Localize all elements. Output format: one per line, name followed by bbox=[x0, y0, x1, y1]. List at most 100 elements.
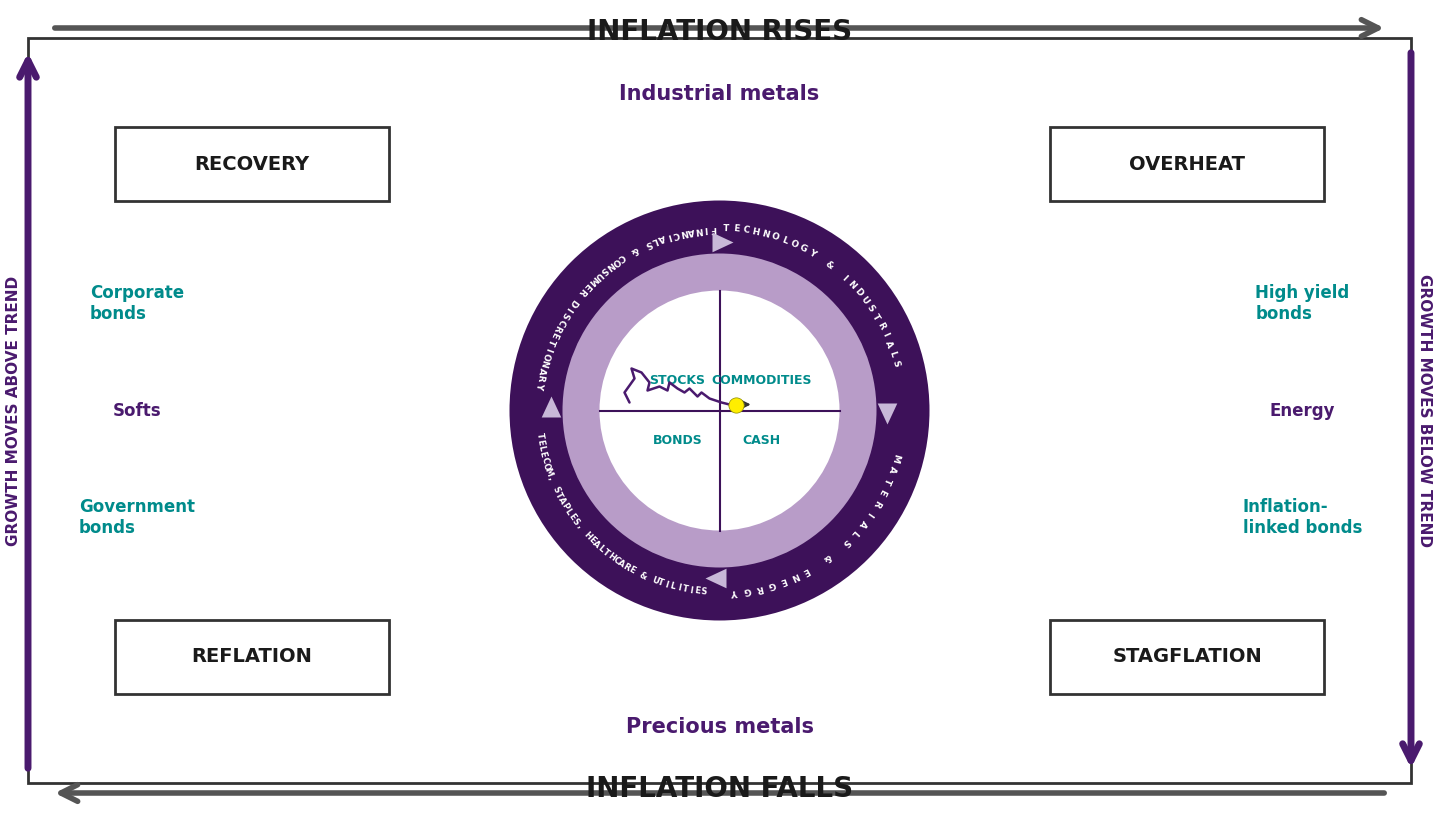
Bar bbox=[115, 127, 389, 201]
Text: S: S bbox=[891, 359, 901, 368]
Text: N: N bbox=[790, 571, 800, 582]
Text: E: E bbox=[876, 488, 888, 497]
Text: RECOVERY: RECOVERY bbox=[194, 154, 309, 174]
Text: A: A bbox=[591, 539, 602, 550]
Text: S: S bbox=[550, 485, 561, 494]
Text: C: C bbox=[540, 456, 550, 465]
Text: Corporate
bonds: Corporate bonds bbox=[89, 284, 184, 323]
Text: E: E bbox=[627, 565, 636, 576]
Text: R: R bbox=[875, 321, 886, 331]
Text: I: I bbox=[564, 305, 573, 313]
Text: H: H bbox=[606, 551, 616, 562]
Text: U: U bbox=[859, 295, 871, 306]
Text: S: S bbox=[570, 516, 581, 527]
Text: G: G bbox=[797, 243, 809, 255]
Text: I: I bbox=[865, 510, 875, 517]
Text: E: E bbox=[567, 511, 577, 521]
Text: O: O bbox=[541, 461, 551, 471]
Text: GROWTH MOVES BELOW TREND: GROWTH MOVES BELOW TREND bbox=[1417, 274, 1432, 547]
Text: R: R bbox=[622, 562, 632, 572]
Text: I: I bbox=[666, 231, 672, 241]
Polygon shape bbox=[705, 569, 727, 589]
Text: E: E bbox=[802, 566, 810, 576]
Text: A: A bbox=[658, 232, 666, 243]
Text: T: T bbox=[656, 577, 665, 588]
Text: E: E bbox=[538, 451, 548, 458]
Text: Y: Y bbox=[807, 248, 817, 259]
Polygon shape bbox=[878, 403, 898, 424]
Text: Industrial metals: Industrial metals bbox=[619, 85, 820, 104]
Text: &: & bbox=[822, 552, 833, 563]
Text: C: C bbox=[555, 317, 566, 327]
Text: R: R bbox=[551, 323, 563, 333]
Text: P: P bbox=[560, 501, 570, 511]
Text: ,: , bbox=[574, 522, 584, 530]
Circle shape bbox=[600, 291, 839, 530]
Text: &: & bbox=[823, 259, 835, 271]
Text: BONDS: BONDS bbox=[653, 434, 702, 447]
Text: U: U bbox=[650, 576, 659, 586]
Text: E: E bbox=[535, 438, 545, 446]
Text: N: N bbox=[846, 279, 858, 291]
Text: C: C bbox=[612, 555, 622, 566]
Text: A: A bbox=[856, 518, 868, 529]
Text: G: G bbox=[767, 580, 777, 590]
Text: OVERHEAT: OVERHEAT bbox=[1130, 154, 1245, 174]
Text: A: A bbox=[537, 366, 547, 375]
Text: M: M bbox=[889, 452, 901, 463]
Text: INFLATION RISES: INFLATION RISES bbox=[587, 18, 852, 46]
Text: I: I bbox=[704, 224, 708, 234]
Circle shape bbox=[509, 200, 930, 621]
Text: L: L bbox=[650, 235, 659, 245]
Text: I: I bbox=[881, 332, 889, 338]
Text: INFLATION FALLS: INFLATION FALLS bbox=[586, 775, 853, 803]
Text: A: A bbox=[616, 558, 626, 569]
Text: L: L bbox=[563, 507, 573, 516]
Text: O: O bbox=[789, 239, 800, 250]
Text: C: C bbox=[743, 226, 750, 236]
Text: T: T bbox=[545, 337, 557, 346]
Text: A: A bbox=[886, 465, 896, 475]
Text: U: U bbox=[591, 269, 603, 281]
Text: E: E bbox=[732, 224, 740, 234]
Text: T: T bbox=[722, 224, 730, 233]
Polygon shape bbox=[712, 232, 734, 252]
Text: H: H bbox=[581, 530, 593, 542]
Text: I: I bbox=[663, 580, 669, 589]
Text: S: S bbox=[643, 238, 653, 249]
Text: Y: Y bbox=[732, 587, 740, 597]
Text: A: A bbox=[884, 339, 895, 349]
Text: T: T bbox=[553, 490, 564, 500]
Text: GROWTH MOVES ABOVE TREND: GROWTH MOVES ABOVE TREND bbox=[7, 275, 22, 546]
Text: T: T bbox=[534, 433, 544, 439]
Text: C: C bbox=[616, 251, 627, 263]
Text: Y: Y bbox=[534, 382, 544, 389]
Text: T: T bbox=[602, 548, 612, 558]
Text: ,: , bbox=[545, 475, 555, 481]
Text: I: I bbox=[840, 273, 849, 282]
Text: F: F bbox=[709, 224, 717, 233]
Text: S: S bbox=[701, 587, 707, 597]
Text: C: C bbox=[672, 228, 681, 239]
Text: I: I bbox=[689, 585, 694, 595]
Bar bbox=[1050, 127, 1324, 201]
Text: L: L bbox=[849, 528, 859, 538]
Text: N: N bbox=[538, 358, 550, 368]
Text: L: L bbox=[780, 236, 789, 245]
Text: E: E bbox=[581, 281, 593, 291]
Text: T: T bbox=[871, 312, 881, 322]
Text: A: A bbox=[686, 226, 695, 236]
Text: O: O bbox=[610, 255, 622, 267]
Text: D: D bbox=[567, 297, 578, 309]
Text: S: S bbox=[865, 304, 876, 314]
Text: A: A bbox=[555, 496, 567, 506]
Text: &: & bbox=[637, 571, 649, 581]
Bar bbox=[115, 620, 389, 694]
Polygon shape bbox=[541, 397, 561, 418]
Text: STOCKS: STOCKS bbox=[649, 374, 705, 387]
Text: D: D bbox=[852, 287, 863, 298]
Text: M: M bbox=[543, 467, 554, 478]
Text: REFLATION: REFLATION bbox=[191, 647, 312, 667]
Text: S: S bbox=[840, 536, 850, 547]
Text: H: H bbox=[751, 227, 760, 237]
